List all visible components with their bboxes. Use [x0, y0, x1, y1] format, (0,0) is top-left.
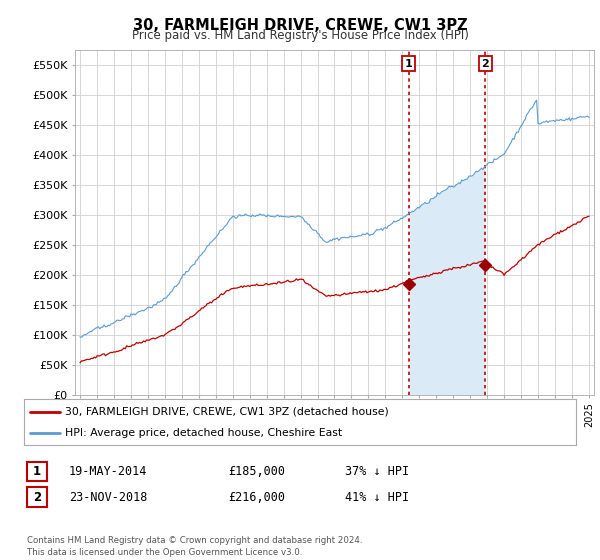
- Text: 41% ↓ HPI: 41% ↓ HPI: [345, 491, 409, 504]
- Text: 1: 1: [33, 465, 41, 478]
- Text: £185,000: £185,000: [228, 465, 285, 478]
- Text: £216,000: £216,000: [228, 491, 285, 504]
- Text: Price paid vs. HM Land Registry's House Price Index (HPI): Price paid vs. HM Land Registry's House …: [131, 29, 469, 42]
- Text: HPI: Average price, detached house, Cheshire East: HPI: Average price, detached house, Ches…: [65, 428, 343, 438]
- Text: 19-MAY-2014: 19-MAY-2014: [69, 465, 148, 478]
- Text: 23-NOV-2018: 23-NOV-2018: [69, 491, 148, 504]
- Text: 30, FARMLEIGH DRIVE, CREWE, CW1 3PZ (detached house): 30, FARMLEIGH DRIVE, CREWE, CW1 3PZ (det…: [65, 407, 389, 417]
- Text: 37% ↓ HPI: 37% ↓ HPI: [345, 465, 409, 478]
- Text: 2: 2: [482, 59, 490, 68]
- Text: 30, FARMLEIGH DRIVE, CREWE, CW1 3PZ: 30, FARMLEIGH DRIVE, CREWE, CW1 3PZ: [133, 18, 467, 33]
- Text: 1: 1: [405, 59, 413, 68]
- Text: Contains HM Land Registry data © Crown copyright and database right 2024.
This d: Contains HM Land Registry data © Crown c…: [27, 536, 362, 557]
- Text: 2: 2: [33, 491, 41, 504]
